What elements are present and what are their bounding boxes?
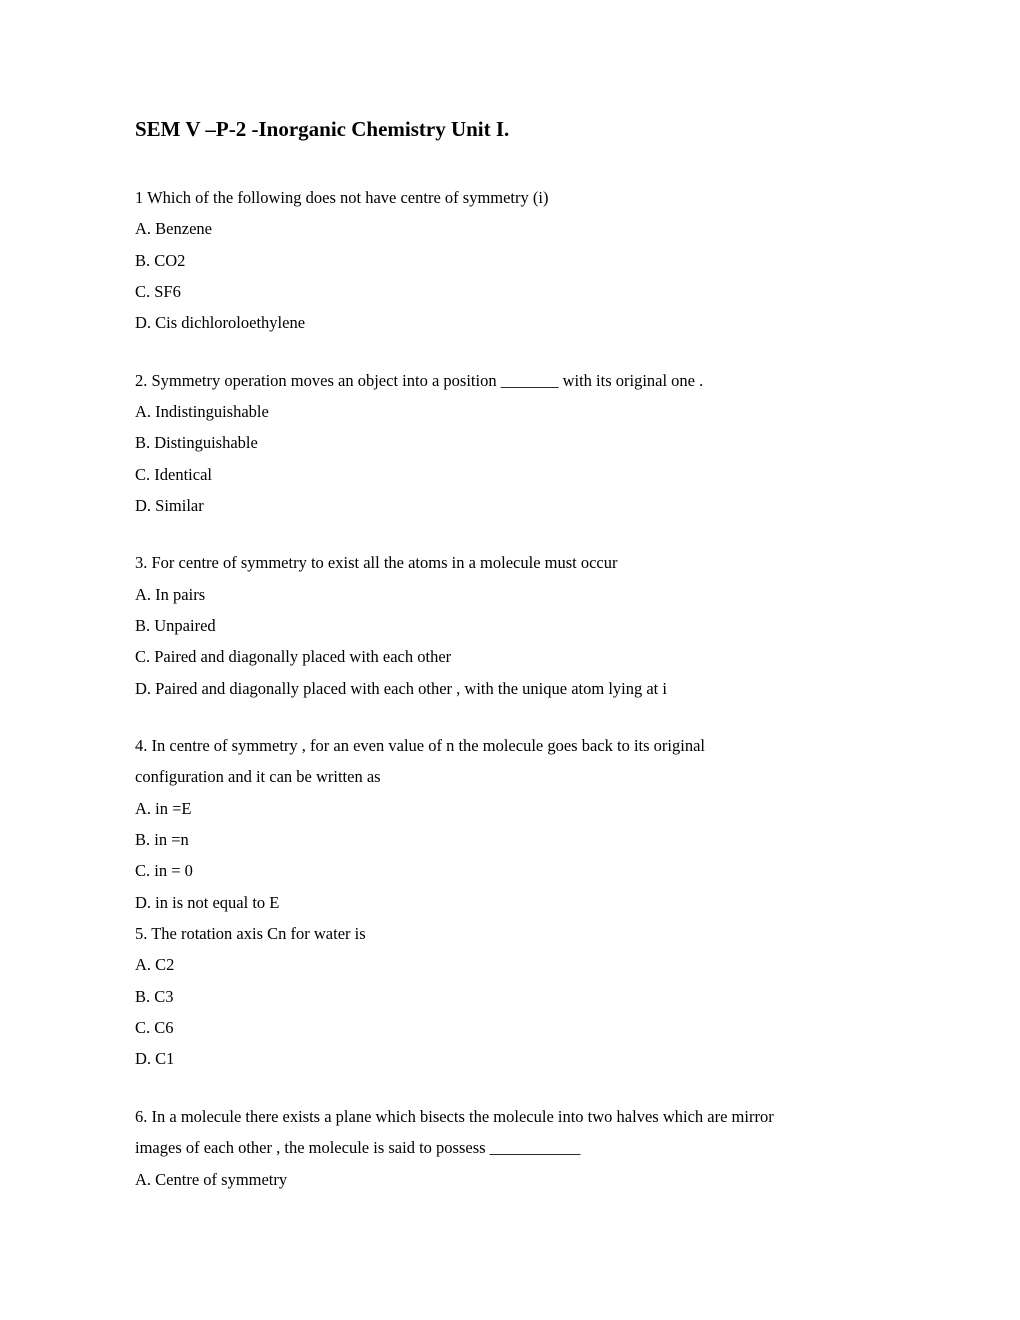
question-6: 6. In a molecule there exists a plane wh… (135, 1101, 885, 1195)
option-a: A. C2 (135, 949, 885, 980)
option-c: C. Paired and diagonally placed with eac… (135, 641, 885, 672)
question-4: 4. In centre of symmetry , for an even v… (135, 730, 885, 918)
question-text-line2: configuration and it can be written as (135, 761, 885, 792)
option-a: A. Benzene (135, 213, 885, 244)
option-a: A. In pairs (135, 579, 885, 610)
option-d: D. in is not equal to E (135, 887, 885, 918)
page-title: SEM V –P-2 -Inorganic Chemistry Unit I. (135, 110, 885, 150)
option-b: B. C3 (135, 981, 885, 1012)
question-text: 2. Symmetry operation moves an object in… (135, 365, 885, 396)
question-text-line2: images of each other , the molecule is s… (135, 1132, 885, 1163)
question-3: 3. For centre of symmetry to exist all t… (135, 547, 885, 704)
option-c: C. Identical (135, 459, 885, 490)
option-d: D. Paired and diagonally placed with eac… (135, 673, 885, 704)
option-d: D. Similar (135, 490, 885, 521)
question-text-line1: 6. In a molecule there exists a plane wh… (135, 1101, 885, 1132)
question-text: 1 Which of the following does not have c… (135, 182, 885, 213)
option-d: D. Cis dichloroloethylene (135, 307, 885, 338)
option-d: D. C1 (135, 1043, 885, 1074)
option-b: B. Unpaired (135, 610, 885, 641)
question-2: 2. Symmetry operation moves an object in… (135, 365, 885, 522)
question-1: 1 Which of the following does not have c… (135, 182, 885, 339)
option-b: B. CO2 (135, 245, 885, 276)
question-5: 5. The rotation axis Cn for water is A. … (135, 918, 885, 1075)
option-b: B. Distinguishable (135, 427, 885, 458)
option-b: B. in =n (135, 824, 885, 855)
option-c: C. C6 (135, 1012, 885, 1043)
option-a: A. in =E (135, 793, 885, 824)
question-text: 5. The rotation axis Cn for water is (135, 918, 885, 949)
question-text: 3. For centre of symmetry to exist all t… (135, 547, 885, 578)
option-c: C. SF6 (135, 276, 885, 307)
option-a: A. Indistinguishable (135, 396, 885, 427)
option-c: C. in = 0 (135, 855, 885, 886)
option-a: A. Centre of symmetry (135, 1164, 885, 1195)
question-text-line1: 4. In centre of symmetry , for an even v… (135, 730, 885, 761)
